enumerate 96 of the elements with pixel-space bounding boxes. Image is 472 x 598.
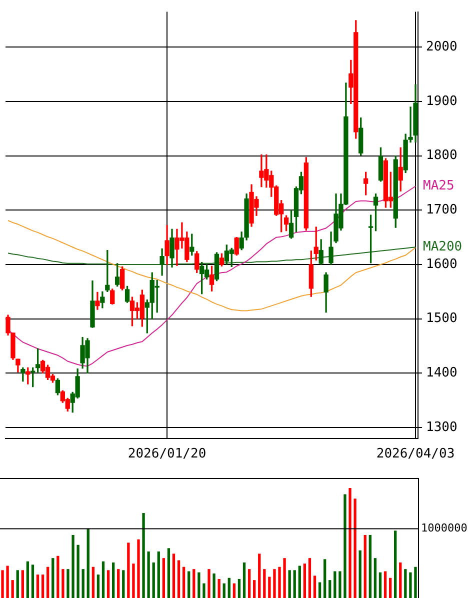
bar	[232, 583, 236, 598]
bar	[182, 566, 186, 598]
y-tick-label: 1400	[426, 366, 458, 381]
bar	[268, 576, 271, 598]
bar	[208, 569, 210, 598]
bar	[303, 564, 306, 598]
bar	[52, 558, 54, 598]
y-tick-label: 1300	[426, 420, 458, 435]
bar	[252, 580, 256, 598]
bar	[263, 569, 266, 598]
bar	[192, 569, 196, 598]
bar	[36, 574, 40, 598]
y-tick-label: 1900	[426, 94, 458, 109]
x-tick-label: 2026/04/03	[376, 446, 455, 462]
bar	[76, 544, 80, 598]
bar	[132, 564, 135, 598]
bar	[72, 534, 74, 598]
bar	[334, 571, 336, 598]
bar	[222, 583, 226, 598]
bar	[162, 558, 166, 598]
series-label: MA25	[423, 178, 454, 194]
bar	[283, 558, 286, 598]
bar	[147, 551, 150, 598]
bar	[198, 572, 200, 598]
y-tick-label: 1800	[426, 148, 458, 164]
bar	[188, 571, 190, 598]
bar	[298, 566, 301, 598]
bar	[96, 574, 100, 598]
bar	[82, 569, 84, 598]
bar	[394, 530, 397, 598]
bar	[288, 570, 291, 598]
bar	[368, 534, 372, 598]
bar	[364, 534, 366, 598]
bar	[167, 548, 170, 598]
x-tick-label: 2026/01/20	[128, 446, 206, 462]
bar	[21, 570, 24, 598]
bar	[66, 569, 70, 598]
bar	[384, 571, 387, 598]
bar	[273, 569, 276, 598]
bar	[177, 560, 180, 598]
bar	[6, 566, 9, 598]
bar	[399, 562, 402, 598]
bar	[228, 578, 230, 598]
bar	[212, 573, 216, 598]
bar	[318, 582, 322, 598]
bar	[31, 564, 34, 598]
series-label: MA200	[423, 239, 462, 254]
bar	[324, 559, 326, 598]
bar	[112, 562, 115, 598]
bar	[218, 578, 220, 598]
bar	[86, 528, 90, 598]
bar	[278, 566, 281, 598]
bar	[409, 572, 412, 598]
bar	[242, 562, 246, 598]
bar	[172, 554, 176, 598]
bar	[354, 498, 356, 598]
bar	[102, 561, 105, 598]
bar	[308, 558, 312, 598]
bar	[344, 494, 346, 598]
bar	[92, 566, 94, 598]
bar	[62, 569, 64, 598]
bar	[152, 562, 155, 598]
bar	[157, 551, 160, 598]
bar	[374, 558, 377, 598]
bar	[378, 572, 382, 598]
y-tick-label: 1500	[426, 311, 458, 326]
bar	[388, 578, 392, 598]
bar	[127, 542, 130, 598]
bar	[358, 550, 362, 598]
bar	[106, 570, 110, 598]
bar	[348, 488, 352, 598]
bar	[137, 539, 140, 598]
bar	[11, 580, 14, 598]
bar	[338, 571, 342, 598]
text: 1000000	[421, 522, 468, 535]
bar	[122, 570, 125, 598]
bar	[328, 580, 332, 598]
bar	[142, 512, 145, 598]
bar	[16, 570, 19, 598]
bar	[46, 566, 50, 598]
bar	[1, 570, 4, 598]
bar	[117, 569, 120, 598]
bar	[56, 556, 60, 598]
y-tick-label: 1700	[426, 202, 458, 218]
bar	[202, 583, 206, 598]
y-tick-label: 2000	[426, 40, 458, 54]
bar	[41, 574, 44, 598]
bar	[248, 569, 251, 598]
bar	[238, 578, 241, 598]
bar	[414, 566, 417, 598]
bar	[26, 561, 30, 598]
bar	[293, 570, 296, 598]
y-tick-label: 1600	[426, 256, 458, 272]
bar	[258, 554, 261, 598]
bar	[404, 569, 407, 598]
bar	[313, 576, 316, 598]
